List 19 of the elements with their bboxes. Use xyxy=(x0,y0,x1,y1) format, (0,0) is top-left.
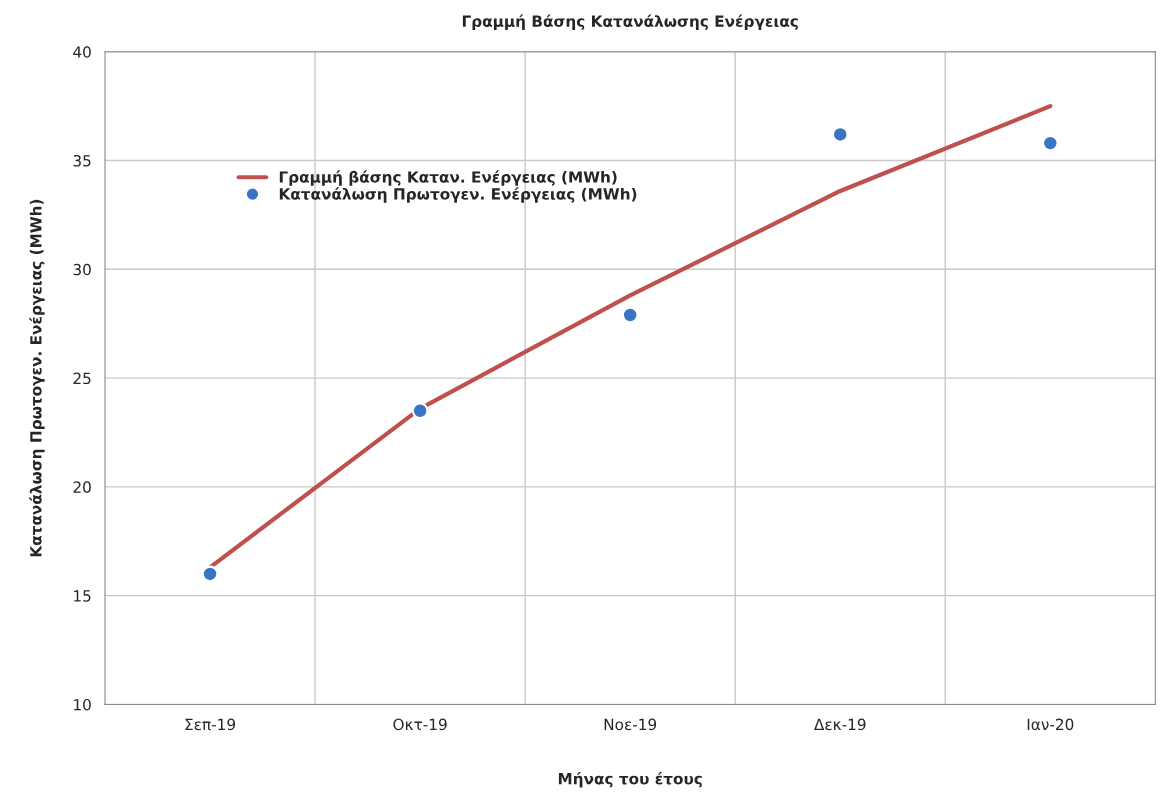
x-axis-title: Μήνας του έτους xyxy=(558,772,702,788)
y-axis-title: Κατανάλωση Πρωτογεν. Ενέργειας (MWh) xyxy=(29,199,45,557)
x-tick-label: Δεκ-19 xyxy=(814,718,866,731)
legend-label: Γραμμή βάσης Καταν. Ενέργειας (MWh) xyxy=(279,170,617,186)
y-tick-label: 25 xyxy=(73,372,91,385)
y-tick-label: 40 xyxy=(73,46,91,58)
legend-label: Κατανάλωση Πρωτογεν. Ενέργειας (MWh) xyxy=(279,187,637,203)
point xyxy=(621,306,639,324)
y-tick-label: 10 xyxy=(74,698,91,711)
y-tick-label: 35 xyxy=(73,154,91,167)
x-tick-label: Νοε-19 xyxy=(604,718,657,731)
y-tick-label: 20 xyxy=(73,481,91,493)
x-tick-label: Ιαν-20 xyxy=(1027,718,1074,731)
x-tick-label: Σεπ-19 xyxy=(185,718,236,731)
x-tick-label: Οκτ-19 xyxy=(393,718,447,731)
y-tick-label: 30 xyxy=(73,263,91,276)
y-tick-label: 15 xyxy=(74,590,91,602)
point xyxy=(201,565,219,583)
chart-title: Γραμμή Βάσης Κατανάλωσης Ενέργειας xyxy=(462,14,798,30)
